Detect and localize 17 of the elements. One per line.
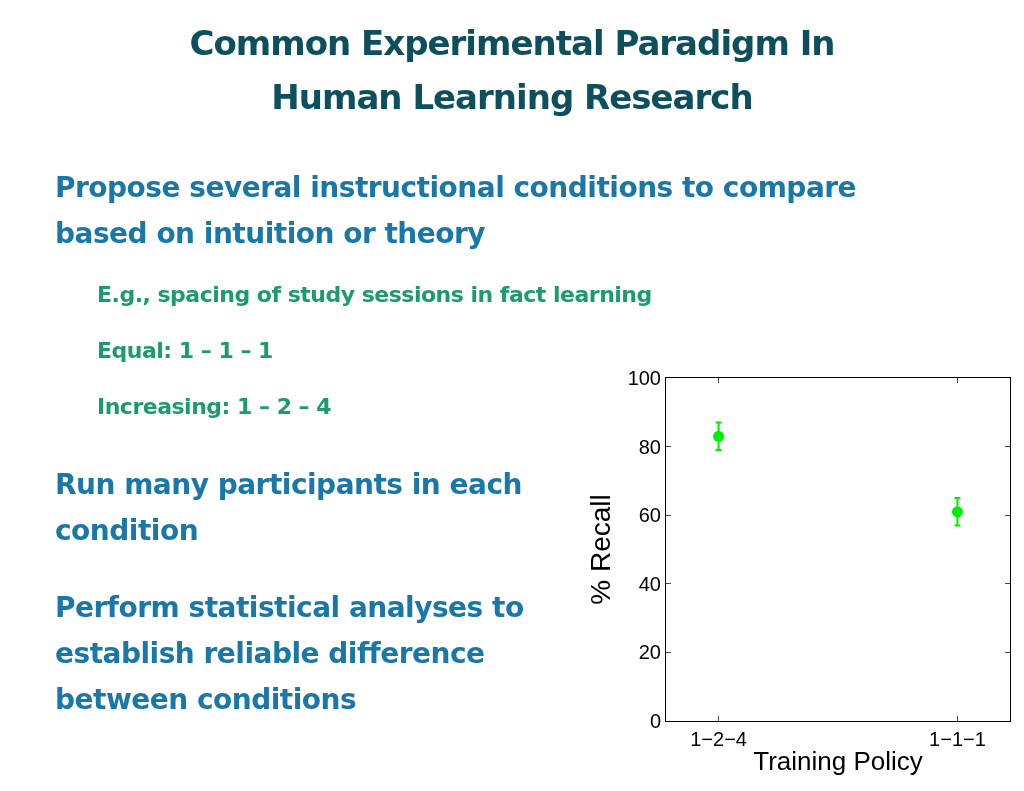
y-tick-label: 60 [638,504,661,527]
y-axis-title: % Recall [585,494,617,605]
y-tick-label: 80 [638,435,661,458]
text: Run many participants in each condition [55,467,523,549]
y-tick-label: 100 [627,367,661,389]
y-tick-label: 40 [638,572,661,595]
text: Propose several instructional conditions to compare based on intuition or theory [55,170,858,252]
text: Increasing: 1 – 2 – 4 [97,394,333,419]
x-tick-label: 1−2−4 [690,728,747,750]
x-tick-label: 1−1−1 [929,728,986,750]
text: E.g., spacing of study sessions in fact learning [97,282,653,307]
y-tick-label: 0 [649,710,661,732]
text: Equal: 1 – 1 – 1 [97,338,274,363]
chart-title: Common Experimental Paradigm In Human Learning Research [188,22,836,119]
x-axis-title: Training Policy [753,745,923,776]
text: Perform statistical analyses to establish reliable difference between conditions [55,590,525,718]
y-tick-label: 20 [638,641,661,664]
